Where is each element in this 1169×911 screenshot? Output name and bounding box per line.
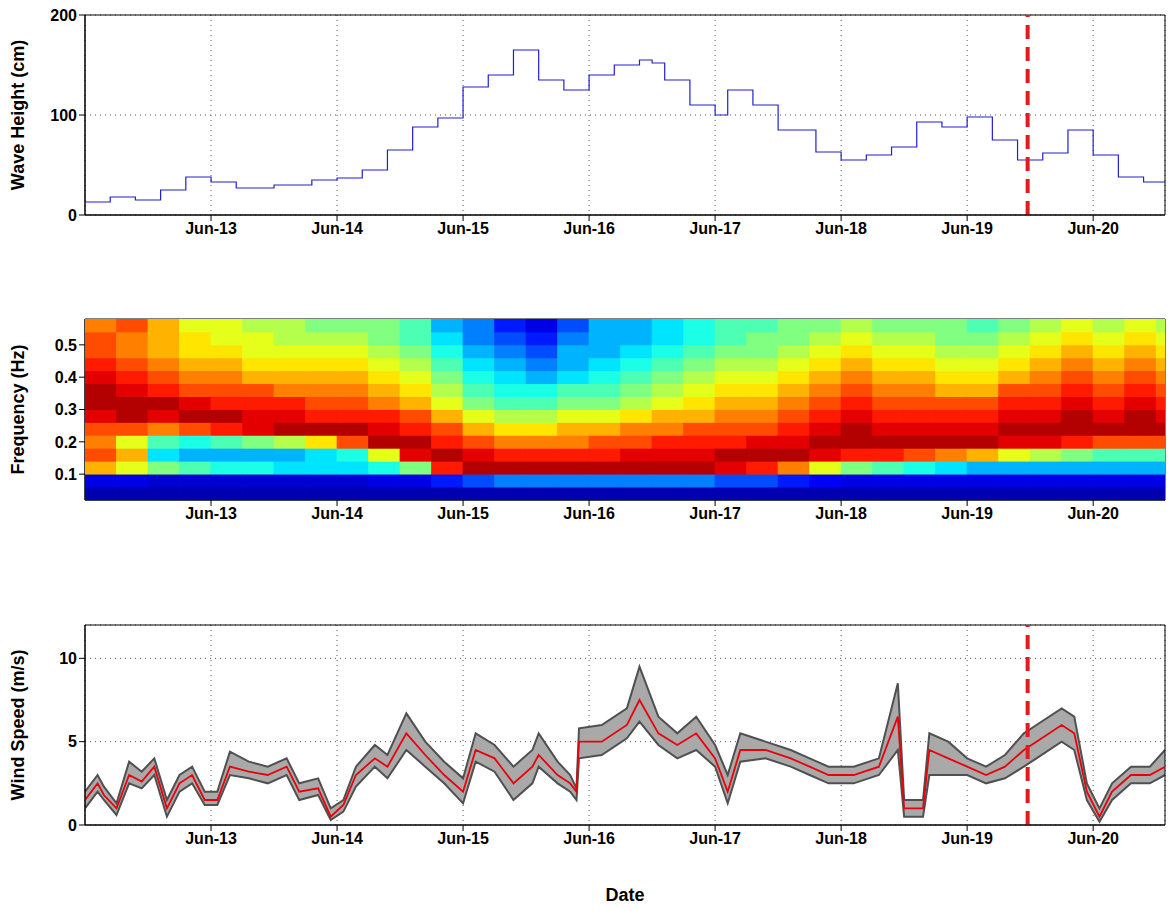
- svg-text:Jun-18: Jun-18: [815, 830, 867, 847]
- svg-text:0.4: 0.4: [55, 369, 77, 386]
- svg-text:5: 5: [68, 733, 77, 750]
- svg-text:Jun-20: Jun-20: [1067, 220, 1119, 237]
- svg-text:Jun-16: Jun-16: [563, 830, 615, 847]
- svg-text:Jun-20: Jun-20: [1067, 830, 1119, 847]
- svg-text:10: 10: [59, 650, 77, 667]
- svg-text:0: 0: [68, 817, 77, 834]
- svg-text:0.3: 0.3: [55, 401, 77, 418]
- svg-text:Jun-13: Jun-13: [185, 505, 237, 522]
- svg-text:0: 0: [68, 207, 77, 224]
- svg-text:Jun-17: Jun-17: [689, 505, 741, 522]
- svg-text:Jun-18: Jun-18: [815, 505, 867, 522]
- svg-text:Jun-20: Jun-20: [1067, 505, 1119, 522]
- svg-text:0.5: 0.5: [55, 337, 77, 354]
- svg-text:Jun-16: Jun-16: [563, 220, 615, 237]
- svg-text:Jun-13: Jun-13: [185, 220, 237, 237]
- svg-text:Wave Height (cm): Wave Height (cm): [8, 40, 28, 190]
- svg-text:0.2: 0.2: [55, 434, 77, 451]
- svg-text:Date: Date: [605, 885, 644, 905]
- svg-text:Jun-19: Jun-19: [941, 220, 993, 237]
- svg-text:100: 100: [50, 107, 77, 124]
- svg-text:Jun-15: Jun-15: [437, 830, 489, 847]
- svg-text:Jun-19: Jun-19: [941, 505, 993, 522]
- svg-text:Jun-17: Jun-17: [689, 220, 741, 237]
- svg-text:0.1: 0.1: [55, 466, 77, 483]
- svg-text:Jun-15: Jun-15: [437, 220, 489, 237]
- svg-text:Wind Speed (m/s): Wind Speed (m/s): [8, 650, 28, 801]
- svg-text:Frequency (Hz): Frequency (Hz): [8, 344, 28, 474]
- svg-text:Jun-17: Jun-17: [689, 830, 741, 847]
- svg-text:Jun-13: Jun-13: [185, 830, 237, 847]
- svg-text:Jun-14: Jun-14: [311, 220, 363, 237]
- svg-text:Jun-15: Jun-15: [437, 505, 489, 522]
- svg-text:Jun-18: Jun-18: [815, 220, 867, 237]
- svg-text:Jun-16: Jun-16: [563, 505, 615, 522]
- svg-text:Jun-14: Jun-14: [311, 830, 363, 847]
- svg-text:Jun-14: Jun-14: [311, 505, 363, 522]
- svg-text:Jun-19: Jun-19: [941, 830, 993, 847]
- svg-text:200: 200: [50, 7, 77, 24]
